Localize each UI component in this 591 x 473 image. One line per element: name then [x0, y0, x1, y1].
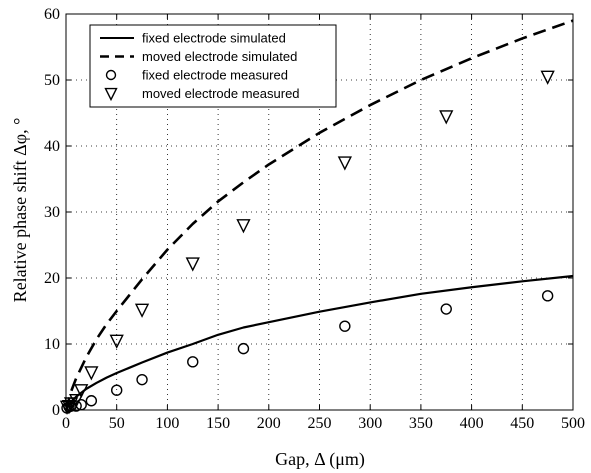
y-tick-label: 50 — [44, 72, 60, 89]
data-point-circle — [340, 321, 350, 331]
data-point-triangle — [339, 157, 351, 169]
data-point-circle — [188, 357, 198, 367]
legend: fixed electrode simulated moved electrode… — [90, 25, 336, 107]
data-point-triangle — [237, 220, 249, 232]
x-axis-title: Gap, Δ (μm) — [275, 449, 365, 470]
x-tick-label: 450 — [510, 415, 534, 432]
legend-label: moved electrode measured — [142, 86, 300, 101]
data-point-circle — [112, 385, 122, 395]
legend-label: moved electrode simulated — [142, 49, 297, 64]
x-tick-label: 350 — [409, 415, 433, 432]
data-point-triangle — [85, 367, 97, 379]
x-tick-label: 400 — [460, 415, 484, 432]
y-tick-label: 40 — [44, 138, 60, 155]
legend-label: fixed electrode measured — [142, 68, 288, 83]
y-tick-label: 10 — [44, 336, 60, 353]
y-tick-label: 0 — [52, 402, 60, 419]
x-tick-label: 100 — [155, 415, 179, 432]
x-tick-label: 250 — [308, 415, 332, 432]
y-tick-label: 20 — [44, 270, 60, 287]
y-axis-title: Relative phase shift Δφ, ° — [10, 118, 30, 303]
data-point-triangle — [111, 335, 123, 347]
x-tick-label: 150 — [206, 415, 230, 432]
data-point-triangle — [136, 304, 148, 316]
data-point-triangle — [440, 111, 452, 123]
x-tick-label: 500 — [561, 415, 585, 432]
x-tick-label: 0 — [62, 415, 70, 432]
data-point-circle — [86, 396, 96, 406]
y-tick-label: 60 — [44, 6, 60, 23]
data-point-triangle — [187, 258, 199, 270]
legend-label: fixed electrode simulated — [142, 31, 286, 46]
y-tick-label: 30 — [44, 204, 60, 221]
data-point-triangle — [542, 71, 554, 83]
x-tick-label: 300 — [358, 415, 382, 432]
x-tick-label: 50 — [109, 415, 125, 432]
x-tick-label: 200 — [257, 415, 281, 432]
data-point-circle — [137, 375, 147, 385]
data-point-circle — [441, 304, 451, 314]
data-point-circle — [238, 344, 248, 354]
data-point-circle — [543, 291, 553, 301]
